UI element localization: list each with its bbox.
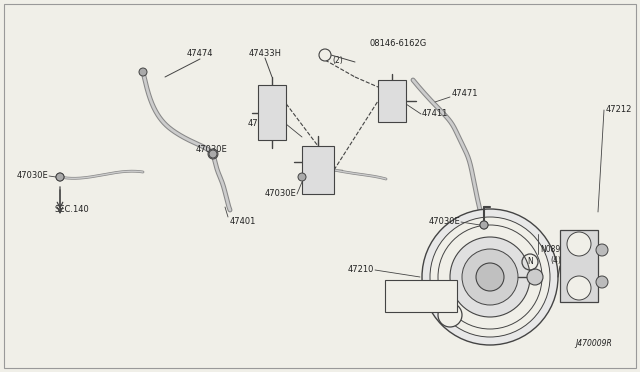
- Circle shape: [480, 221, 488, 229]
- Bar: [378, 80, 406, 122]
- Text: N08911-1081G: N08911-1081G: [540, 246, 598, 254]
- Text: 47210: 47210: [348, 266, 374, 275]
- Circle shape: [209, 150, 217, 158]
- Text: SEC.460: SEC.460: [405, 285, 437, 295]
- Circle shape: [208, 149, 218, 159]
- Text: 47433H: 47433H: [248, 49, 282, 58]
- Text: B: B: [323, 51, 328, 60]
- Text: 08146-6162G: 08146-6162G: [370, 39, 428, 48]
- Circle shape: [438, 225, 542, 329]
- Text: (2): (2): [333, 57, 344, 65]
- Text: 47030E: 47030E: [264, 189, 296, 199]
- Bar: [560, 230, 598, 302]
- Circle shape: [438, 303, 462, 327]
- Bar: [385, 280, 457, 312]
- Text: B: B: [323, 52, 328, 58]
- Circle shape: [567, 232, 591, 256]
- Text: 47471: 47471: [452, 90, 479, 99]
- Circle shape: [596, 276, 608, 288]
- Text: 47030E: 47030E: [16, 171, 48, 180]
- Bar: [302, 146, 334, 194]
- Text: e: e: [486, 272, 493, 282]
- Text: 47411: 47411: [422, 109, 449, 119]
- Circle shape: [56, 173, 64, 181]
- Text: (4): (4): [550, 256, 561, 264]
- Circle shape: [298, 173, 306, 181]
- Circle shape: [319, 49, 331, 61]
- Text: 47030E: 47030E: [428, 218, 460, 227]
- Circle shape: [596, 244, 608, 256]
- Circle shape: [480, 221, 488, 229]
- Circle shape: [209, 150, 217, 158]
- Text: 47030EB: 47030EB: [248, 119, 285, 128]
- Text: N: N: [527, 257, 533, 266]
- Circle shape: [139, 68, 147, 76]
- Circle shape: [430, 217, 550, 337]
- Circle shape: [476, 263, 504, 291]
- Bar: [258, 85, 286, 140]
- Text: 47030E: 47030E: [196, 145, 228, 154]
- Circle shape: [567, 276, 591, 300]
- Circle shape: [450, 237, 530, 317]
- Circle shape: [462, 249, 518, 305]
- Text: 47401: 47401: [230, 218, 257, 227]
- Circle shape: [56, 173, 64, 181]
- Text: 47474: 47474: [187, 49, 213, 58]
- Text: B: B: [323, 52, 328, 58]
- Circle shape: [527, 269, 543, 285]
- Text: J470009R: J470009R: [575, 340, 612, 349]
- Text: 47212: 47212: [606, 106, 632, 115]
- Text: SEC.140: SEC.140: [54, 205, 90, 215]
- Text: (46015K): (46015K): [403, 298, 438, 307]
- Circle shape: [422, 209, 558, 345]
- Circle shape: [320, 50, 330, 60]
